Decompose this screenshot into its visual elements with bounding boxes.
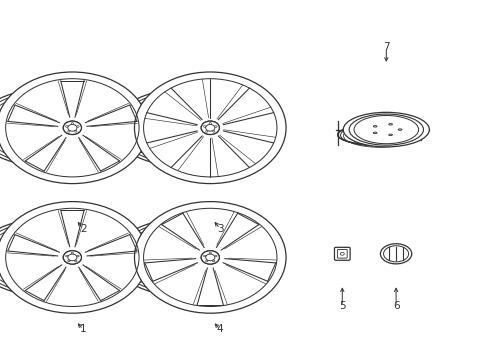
Ellipse shape [205, 125, 214, 131]
Ellipse shape [77, 126, 79, 127]
Ellipse shape [343, 112, 428, 147]
Ellipse shape [68, 260, 70, 262]
Text: 5: 5 [338, 301, 345, 311]
Ellipse shape [0, 72, 148, 184]
Ellipse shape [201, 121, 219, 135]
FancyBboxPatch shape [334, 247, 349, 260]
Ellipse shape [212, 260, 214, 262]
Ellipse shape [77, 255, 79, 257]
Ellipse shape [68, 125, 77, 131]
Ellipse shape [380, 244, 411, 264]
Ellipse shape [201, 251, 219, 264]
Ellipse shape [214, 126, 217, 127]
Ellipse shape [68, 125, 77, 131]
Text: 7: 7 [382, 42, 389, 52]
Ellipse shape [63, 251, 81, 264]
Ellipse shape [134, 202, 285, 313]
Text: 4: 4 [216, 324, 223, 334]
Ellipse shape [205, 254, 214, 261]
Ellipse shape [209, 252, 211, 254]
Ellipse shape [63, 251, 81, 264]
Ellipse shape [71, 252, 73, 254]
Ellipse shape [63, 121, 81, 135]
Ellipse shape [201, 251, 219, 264]
Ellipse shape [212, 130, 214, 132]
Ellipse shape [71, 123, 73, 124]
Text: 1: 1 [80, 324, 86, 334]
Ellipse shape [68, 130, 70, 132]
Ellipse shape [75, 130, 77, 132]
Text: 6: 6 [392, 301, 399, 311]
Ellipse shape [205, 260, 207, 262]
Ellipse shape [65, 255, 68, 257]
Ellipse shape [209, 123, 211, 124]
Text: 3: 3 [216, 224, 223, 234]
Ellipse shape [203, 255, 205, 257]
Ellipse shape [75, 260, 77, 262]
Ellipse shape [205, 125, 214, 131]
Ellipse shape [203, 126, 205, 127]
Ellipse shape [68, 254, 77, 261]
Ellipse shape [134, 72, 285, 184]
Ellipse shape [63, 121, 81, 135]
Ellipse shape [65, 126, 68, 127]
Text: 2: 2 [80, 224, 86, 234]
Ellipse shape [214, 255, 217, 257]
Ellipse shape [205, 130, 207, 132]
Ellipse shape [201, 121, 219, 135]
Ellipse shape [0, 202, 148, 313]
Ellipse shape [68, 254, 77, 261]
Ellipse shape [205, 254, 214, 261]
